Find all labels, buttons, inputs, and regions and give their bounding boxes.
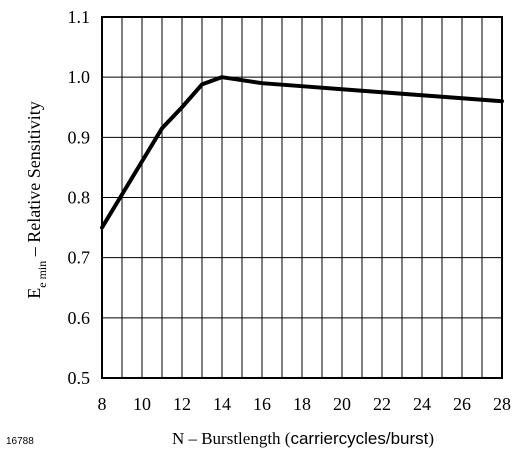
series-line [100, 75, 504, 230]
x-tick-label: 28 [493, 394, 511, 414]
x-tick-label: 26 [453, 394, 471, 414]
x-tick-label: 18 [293, 394, 311, 414]
x-axis-label-units: carriercycles/burst [290, 429, 428, 448]
x-tick-label: 22 [373, 394, 391, 414]
x-tick-label: 8 [98, 394, 107, 414]
x-tick-label: 20 [333, 394, 351, 414]
grid [101, 16, 503, 379]
y-tick-label: 0.9 [68, 127, 91, 147]
y-tick-label: 0.5 [68, 368, 91, 388]
x-tick-label: 14 [213, 394, 231, 414]
plot-frame [101, 16, 503, 379]
svg-text:Ee min – Relative Sensitivit: Ee min – Relative Sensitivity [24, 101, 49, 299]
y-axis-label-subscript: e min [35, 261, 49, 288]
y-axis-label-symbol: E [24, 288, 44, 299]
x-tick-label: 10 [133, 394, 151, 414]
x-tick-label: 12 [173, 394, 191, 414]
y-tick-label: 1.1 [68, 7, 91, 27]
x-tick-label: 16 [253, 394, 271, 414]
y-axis-label-rest: – Relative Sensitivity [24, 101, 44, 261]
y-axis-label: Ee min – Relative Sensitivity [24, 101, 49, 299]
x-tick-label: 24 [413, 394, 431, 414]
series-group [100, 75, 504, 230]
y-tick-label: 0.8 [68, 188, 91, 208]
y-tick-label: 1.0 [68, 67, 91, 87]
x-tick-labels: 8 10 12 14 16 18 20 22 24 26 28 [98, 394, 512, 414]
x-axis-label-main: N – Burstlength ( [172, 429, 291, 448]
y-tick-label: 0.7 [68, 248, 91, 268]
y-tick-label: 0.6 [68, 308, 91, 328]
x-axis-label-close: ) [428, 429, 434, 448]
y-tick-labels: 0.5 0.6 0.7 0.8 0.9 1.0 1.1 [68, 7, 91, 388]
figure-number: 16788 [6, 436, 34, 447]
x-axis-label: N – Burstlength (carriercycles/burst) [172, 429, 434, 448]
